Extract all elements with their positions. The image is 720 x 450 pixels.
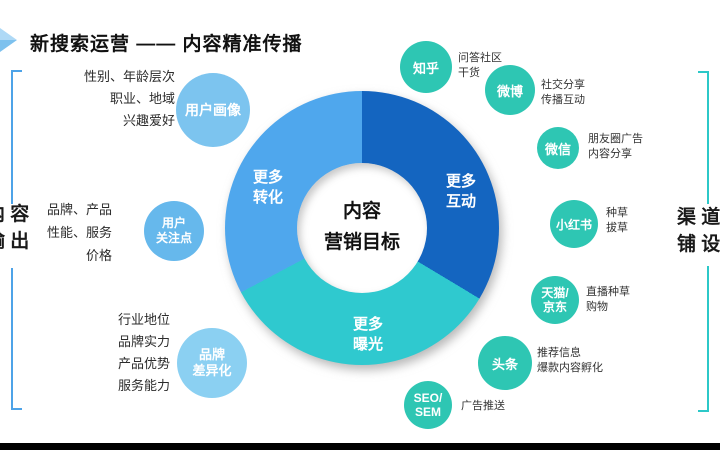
channel-weibo: 微博 xyxy=(485,65,535,115)
channel-toutiao: 头条 xyxy=(478,336,532,390)
channel-wechat-desc: 朋友圈广告 内容分享 xyxy=(588,133,643,160)
bubble-brand-differentiation: 品牌 差异化 xyxy=(177,328,247,398)
title-chevron-icon xyxy=(0,28,17,52)
left-bracket-upper xyxy=(11,70,13,204)
donut-hole xyxy=(297,163,427,293)
segment-label-conversion: 更多 转化 xyxy=(252,169,283,206)
donut-center-title: 内容 营销目标 xyxy=(323,201,400,253)
segment-label-interaction: 更多 互动 xyxy=(445,173,476,210)
bottom-frame-bar xyxy=(0,443,720,450)
channel-zhihu: 知乎 xyxy=(400,41,452,93)
channel-xiaohongshu: 小红书 xyxy=(550,200,598,248)
right-bracket-upper xyxy=(707,71,709,204)
left-bracket-bottom-stub xyxy=(11,408,22,410)
user-concerns-notes: 品牌、产品 性能、服务 价格 xyxy=(46,202,112,263)
page-title: 新搜索运营 —— 内容精准传播 xyxy=(30,34,303,55)
right-bracket-top-stub xyxy=(698,71,709,73)
user-profile-notes: 性别、年龄层次 职业、地域 兴趣爱好 xyxy=(83,69,175,128)
segment-label-exposure: 更多 曝光 xyxy=(352,316,383,353)
brand-differentiation-notes: 行业地位 品牌实力 产品优势 服务能力 xyxy=(117,312,170,393)
channel-tmall-jd: 天猫/ 京东 xyxy=(531,276,579,324)
chevron-top xyxy=(0,28,17,40)
right-bracket-lower xyxy=(707,266,709,412)
left-bracket-lower xyxy=(11,268,13,410)
channel-tmall-jd-desc: 直播种草 购物 xyxy=(586,286,630,313)
channel-wechat: 微信 xyxy=(537,127,579,169)
channel-zhihu-desc: 问答社区 干货 xyxy=(458,52,502,79)
right-bracket-label: 渠 道 铺 设 xyxy=(677,207,720,255)
left-bracket-label: 内 容 输 出 xyxy=(0,204,30,252)
channel-toutiao-desc: 推荐信息 爆款内容孵化 xyxy=(537,347,603,374)
channel-seo-sem: SEO/ SEM xyxy=(404,381,452,429)
left-bracket-top-stub xyxy=(11,70,22,72)
channel-weibo-desc: 社交分享 传播互动 xyxy=(541,79,585,106)
bubble-user-profile: 用户画像 xyxy=(176,73,250,147)
chevron-bottom xyxy=(0,40,17,52)
channel-xiaohongshu-desc: 种草 拔草 xyxy=(606,207,628,234)
channel-seo-sem-desc: 广告推送 xyxy=(461,400,505,412)
right-bracket-bottom-stub xyxy=(698,410,709,412)
bubble-user-concerns: 用户 关注点 xyxy=(144,201,204,261)
